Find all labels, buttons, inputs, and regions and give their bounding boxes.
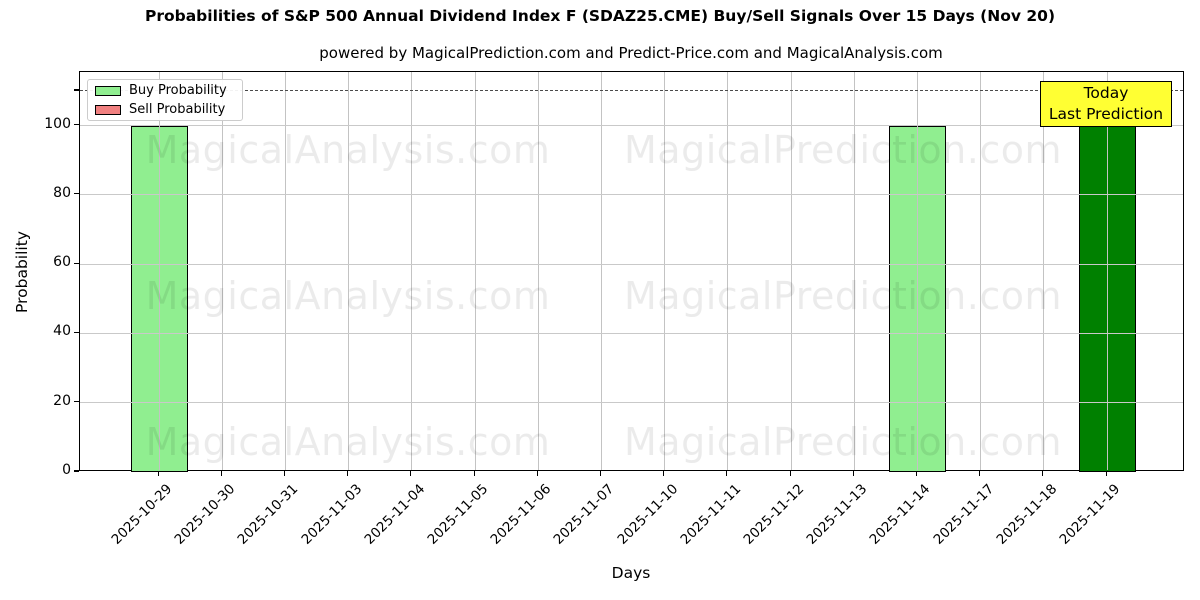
vertical-gridline bbox=[664, 72, 666, 470]
chart-legend: Buy Probability Sell Probability bbox=[87, 79, 243, 121]
y-tick-mark bbox=[74, 470, 79, 472]
horizontal-gridline bbox=[80, 332, 1183, 334]
y-tick-label: 100 bbox=[44, 115, 71, 132]
chart-subtitle: powered by MagicalPrediction.com and Pre… bbox=[319, 44, 943, 62]
y-tick-label: 60 bbox=[53, 254, 71, 271]
vertical-gridline bbox=[600, 72, 602, 470]
vertical-gridline bbox=[284, 72, 286, 470]
x-axis-label: Days bbox=[611, 564, 651, 582]
y-tick-label: 80 bbox=[53, 184, 71, 201]
buy-color-swatch bbox=[95, 85, 121, 96]
watermark-text: MagicalAnalysis.com bbox=[145, 128, 551, 172]
x-tick-mark bbox=[157, 471, 159, 476]
x-tick-mark bbox=[473, 471, 475, 476]
vertical-gridline bbox=[537, 72, 539, 470]
vertical-gridline bbox=[1106, 72, 1108, 470]
y-tick-mark bbox=[74, 89, 79, 91]
x-tick-mark bbox=[220, 471, 222, 476]
chart-title: Probabilities of S&P 500 Annual Dividend… bbox=[144, 7, 1056, 25]
horizontal-gridline bbox=[80, 402, 1183, 404]
watermark-text: MagicalAnalysis.com bbox=[145, 274, 551, 318]
x-tick-mark bbox=[283, 471, 285, 476]
x-tick-mark bbox=[789, 471, 791, 476]
vertical-gridline bbox=[1043, 72, 1045, 470]
vertical-gridline bbox=[221, 72, 223, 470]
vertical-gridline bbox=[411, 72, 413, 470]
y-tick-mark bbox=[74, 124, 79, 126]
x-tick-mark bbox=[726, 471, 728, 476]
watermark-text: MagicalPrediction.com bbox=[624, 128, 1062, 172]
vertical-gridline bbox=[790, 72, 792, 470]
vertical-gridline bbox=[158, 72, 160, 470]
watermark-text: MagicalPrediction.com bbox=[624, 274, 1062, 318]
x-tick-label: 2025-10-29 bbox=[108, 481, 176, 548]
x-tick-mark bbox=[536, 471, 538, 476]
vertical-gridline bbox=[853, 72, 855, 470]
y-axis-label: Probability bbox=[13, 231, 31, 313]
annotation-line-2: Last Prediction bbox=[1048, 105, 1164, 123]
y-tick-mark bbox=[74, 262, 79, 264]
x-tick-mark bbox=[663, 471, 665, 476]
horizontal-gridline bbox=[80, 263, 1183, 265]
legend-label-buy: Buy Probability bbox=[129, 83, 227, 98]
y-tick-label: 0 bbox=[62, 462, 71, 478]
legend-item-sell: Sell Probability bbox=[95, 102, 235, 117]
x-tick-mark bbox=[1105, 471, 1107, 476]
legend-item-buy: Buy Probability bbox=[95, 83, 235, 98]
y-tick-mark bbox=[74, 331, 79, 334]
annotation-line-1: Today bbox=[1083, 84, 1129, 102]
x-tick-mark bbox=[1042, 471, 1044, 476]
vertical-gridline bbox=[980, 72, 982, 470]
vertical-gridline bbox=[348, 72, 350, 470]
x-tick-mark bbox=[979, 471, 981, 476]
y-tick-label: 40 bbox=[53, 323, 71, 340]
watermark-text: MagicalAnalysis.com bbox=[145, 420, 551, 464]
vertical-gridline bbox=[916, 72, 918, 470]
plot-area bbox=[79, 71, 1184, 472]
horizontal-gridline bbox=[80, 125, 1183, 127]
watermark-text: MagicalPrediction.com bbox=[624, 420, 1062, 464]
x-tick-mark bbox=[410, 471, 412, 476]
y-tick-label: 20 bbox=[53, 392, 71, 409]
y-tick-mark bbox=[74, 401, 79, 403]
x-tick-mark bbox=[852, 471, 854, 476]
vertical-gridline bbox=[727, 72, 729, 470]
legend-label-sell: Sell Probability bbox=[129, 102, 226, 117]
x-tick-mark bbox=[915, 471, 917, 476]
horizontal-gridline bbox=[80, 194, 1183, 196]
x-tick-mark bbox=[599, 471, 601, 476]
sell-color-swatch bbox=[95, 104, 121, 115]
threshold-dashed-line bbox=[80, 89, 1183, 91]
y-tick-mark bbox=[74, 193, 79, 195]
x-tick-mark bbox=[347, 471, 349, 476]
today-annotation: Today Last Prediction bbox=[1040, 81, 1172, 127]
vertical-gridline bbox=[474, 72, 476, 470]
